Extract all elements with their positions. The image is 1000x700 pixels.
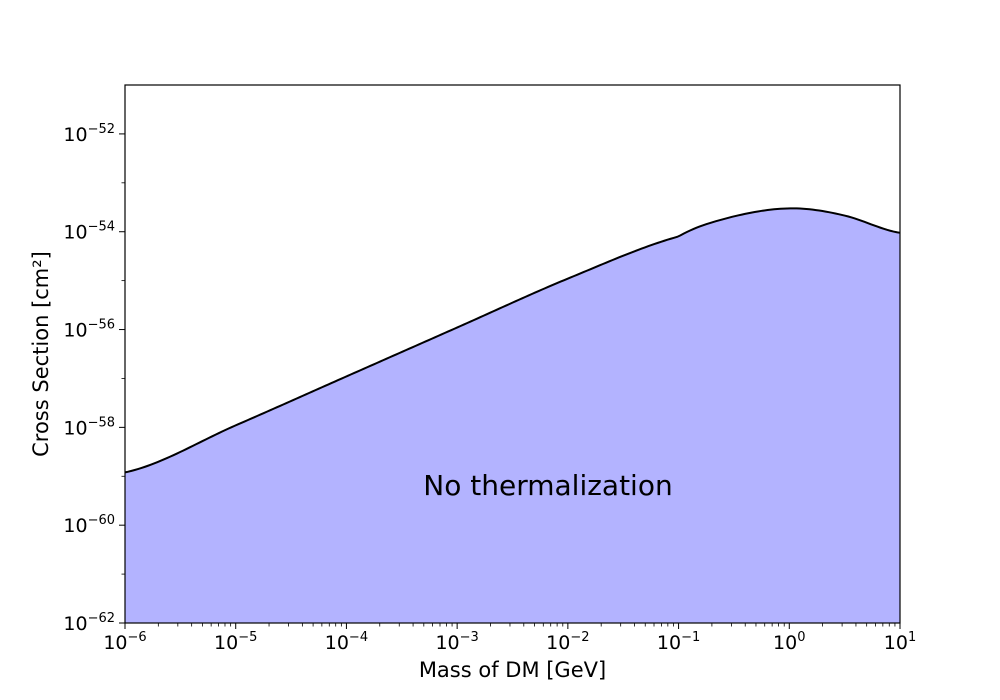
x-tick-label: 100 xyxy=(773,630,805,654)
plot-area xyxy=(124,84,901,624)
y-tick-label: 10−52 xyxy=(63,122,115,146)
x-tick-label: 10−3 xyxy=(435,630,478,654)
boundary-curve xyxy=(124,207,901,474)
x-tick-label: 10−4 xyxy=(325,630,368,654)
x-tick-label: 10−6 xyxy=(103,630,146,654)
y-tick-label: 10−54 xyxy=(63,220,115,244)
y-tick-label: 10−56 xyxy=(63,318,115,342)
y-tick-label: 10−58 xyxy=(63,415,115,439)
excluded-region-fill xyxy=(125,208,900,623)
tick-labels: 10−6 10−5 10−4 10−3 10−2 10−1 100 101 10−52 10−54… xyxy=(63,122,916,654)
y-tick-label: 10−60 xyxy=(63,513,115,537)
axis-ticks xyxy=(119,133,901,629)
x-tick-label: 10−2 xyxy=(546,630,589,654)
x-axis-title: Mass of DM [GeV] xyxy=(419,658,606,682)
plot-frame xyxy=(124,84,901,624)
x-tick-label: 101 xyxy=(884,630,916,654)
y-tick-label: 10−62 xyxy=(63,611,115,635)
y-axis-title: Cross Section [cm²] xyxy=(29,251,53,457)
x-tick-label: 10−5 xyxy=(214,630,257,654)
region-annotation: No thermalization xyxy=(423,469,672,502)
x-tick-label: 10−1 xyxy=(657,630,700,654)
